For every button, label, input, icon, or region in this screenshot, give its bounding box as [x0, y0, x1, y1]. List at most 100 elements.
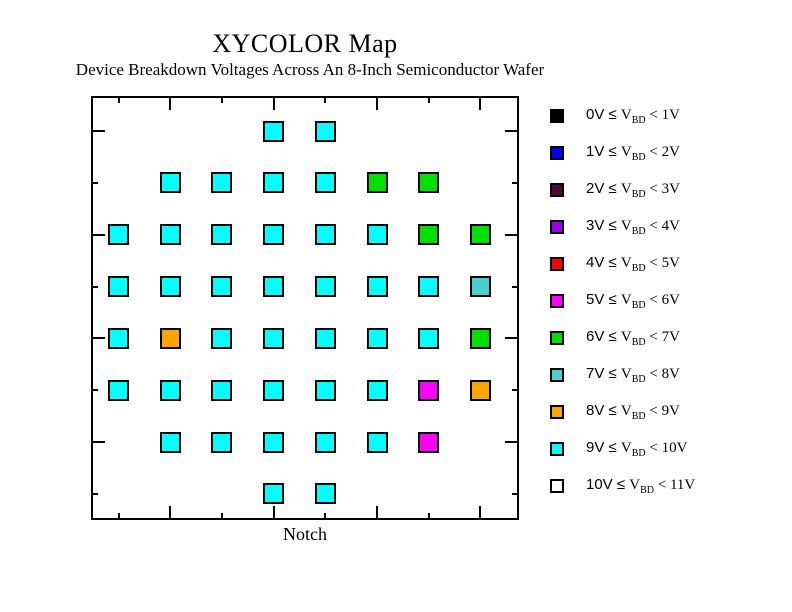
- legend-swatch: [550, 109, 564, 123]
- axis-tick: [376, 506, 378, 518]
- axis-tick: [505, 233, 517, 236]
- wafer-die: [211, 327, 233, 349]
- axis-tick: [272, 506, 275, 518]
- wafer-die: [159, 172, 181, 194]
- axis-tick: [427, 513, 430, 518]
- wafer-die: [211, 431, 233, 453]
- wafer-die: [263, 431, 285, 453]
- axis-tick: [512, 285, 517, 288]
- legend-label: 10V ≤ VBD < 11V: [586, 476, 696, 496]
- axis-tick: [93, 389, 98, 392]
- wafer-die: [108, 327, 129, 349]
- legend-swatch: [550, 294, 564, 308]
- wafer-die: [366, 431, 388, 453]
- legend-swatch: [550, 405, 564, 419]
- wafer-die: [314, 431, 336, 453]
- axis-tick: [93, 441, 105, 444]
- wafer-die: [211, 276, 233, 298]
- axis-tick: [324, 513, 327, 518]
- wafer-die: [366, 276, 388, 298]
- legend-swatch: [550, 368, 564, 382]
- axis-tick: [93, 337, 105, 340]
- wafer-die: [263, 327, 285, 349]
- wafer-die: [314, 276, 336, 298]
- axis-tick: [169, 506, 172, 518]
- wafer-die: [418, 172, 440, 194]
- axis-tick: [376, 98, 378, 110]
- axis-tick: [505, 130, 517, 132]
- wafer-die: [314, 379, 336, 401]
- wafer-die: [211, 379, 233, 401]
- wafer-die: [314, 224, 336, 246]
- axis-tick: [93, 285, 98, 288]
- legend-swatch: [550, 479, 564, 493]
- wafer-die: [263, 483, 285, 505]
- wafer-die: [159, 379, 181, 401]
- axis-tick: [505, 337, 517, 340]
- axis-tick: [272, 98, 275, 110]
- axis-tick: [512, 181, 517, 184]
- axis-tick: [117, 98, 120, 103]
- wafer-die: [314, 120, 336, 142]
- plot-area: [91, 96, 519, 520]
- wafer-die: [314, 172, 336, 194]
- x-axis-label: Notch: [283, 524, 327, 544]
- wafer-die: [108, 224, 129, 246]
- legend-swatch: [550, 257, 564, 271]
- axis-tick: [512, 492, 517, 495]
- legend-label: 7V ≤ VBD < 8V: [586, 365, 680, 385]
- wafer-die: [366, 224, 388, 246]
- legend-swatch: [550, 220, 564, 234]
- wafer-die: [418, 276, 440, 298]
- axis-tick: [117, 513, 120, 518]
- wafer-die: [469, 276, 491, 298]
- legend-label: 4V ≤ VBD < 5V: [586, 254, 680, 274]
- wafer-die: [314, 327, 336, 349]
- axis-tick: [479, 506, 482, 518]
- axis-tick: [479, 98, 482, 110]
- axis-tick: [93, 130, 105, 132]
- wafer-die: [108, 379, 129, 401]
- chart-subtitle: Device Breakdown Voltages Across An 8-In…: [75, 60, 545, 79]
- wafer-die: [159, 327, 181, 349]
- legend-label: 3V ≤ VBD < 4V: [586, 217, 680, 237]
- axis-tick: [220, 98, 223, 103]
- wafer-die: [159, 431, 181, 453]
- wafer-die: [263, 276, 285, 298]
- wafer-die: [418, 379, 440, 401]
- legend-label: 2V ≤ VBD < 3V: [586, 180, 680, 200]
- axis-tick: [324, 98, 327, 103]
- wafer-die: [108, 276, 129, 298]
- wafer-die: [314, 483, 336, 505]
- wafer-die: [211, 172, 233, 194]
- legend-swatch: [550, 183, 564, 197]
- legend-swatch: [550, 146, 564, 160]
- wafer-die: [263, 224, 285, 246]
- wafer-die: [469, 327, 491, 349]
- legend-label: 9V ≤ VBD < 10V: [586, 439, 688, 459]
- wafer-die: [159, 276, 181, 298]
- wafer-die: [366, 327, 388, 349]
- axis-tick: [93, 233, 105, 236]
- legend-label: 0V ≤ VBD < 1V: [586, 106, 680, 126]
- wafer-die: [366, 379, 388, 401]
- legend-label: 5V ≤ VBD < 6V: [586, 291, 680, 311]
- axis-tick: [93, 492, 98, 495]
- page-title: XYCOLOR Map: [212, 29, 398, 58]
- wafer-die: [418, 224, 440, 246]
- axis-tick: [505, 441, 517, 444]
- axis-tick: [169, 98, 172, 110]
- legend-swatch: [550, 442, 564, 456]
- axis-tick: [427, 98, 430, 103]
- wafer-die: [263, 379, 285, 401]
- axis-tick: [220, 513, 223, 518]
- legend-label: 1V ≤ VBD < 2V: [586, 143, 680, 163]
- wafer-die: [469, 224, 491, 246]
- wafer-die: [263, 172, 285, 194]
- axis-tick: [512, 389, 517, 392]
- legend-label: 8V ≤ VBD < 9V: [586, 402, 680, 422]
- legend-label: 6V ≤ VBD < 7V: [586, 328, 680, 348]
- wafer-die: [469, 379, 491, 401]
- wafer-die: [263, 120, 285, 142]
